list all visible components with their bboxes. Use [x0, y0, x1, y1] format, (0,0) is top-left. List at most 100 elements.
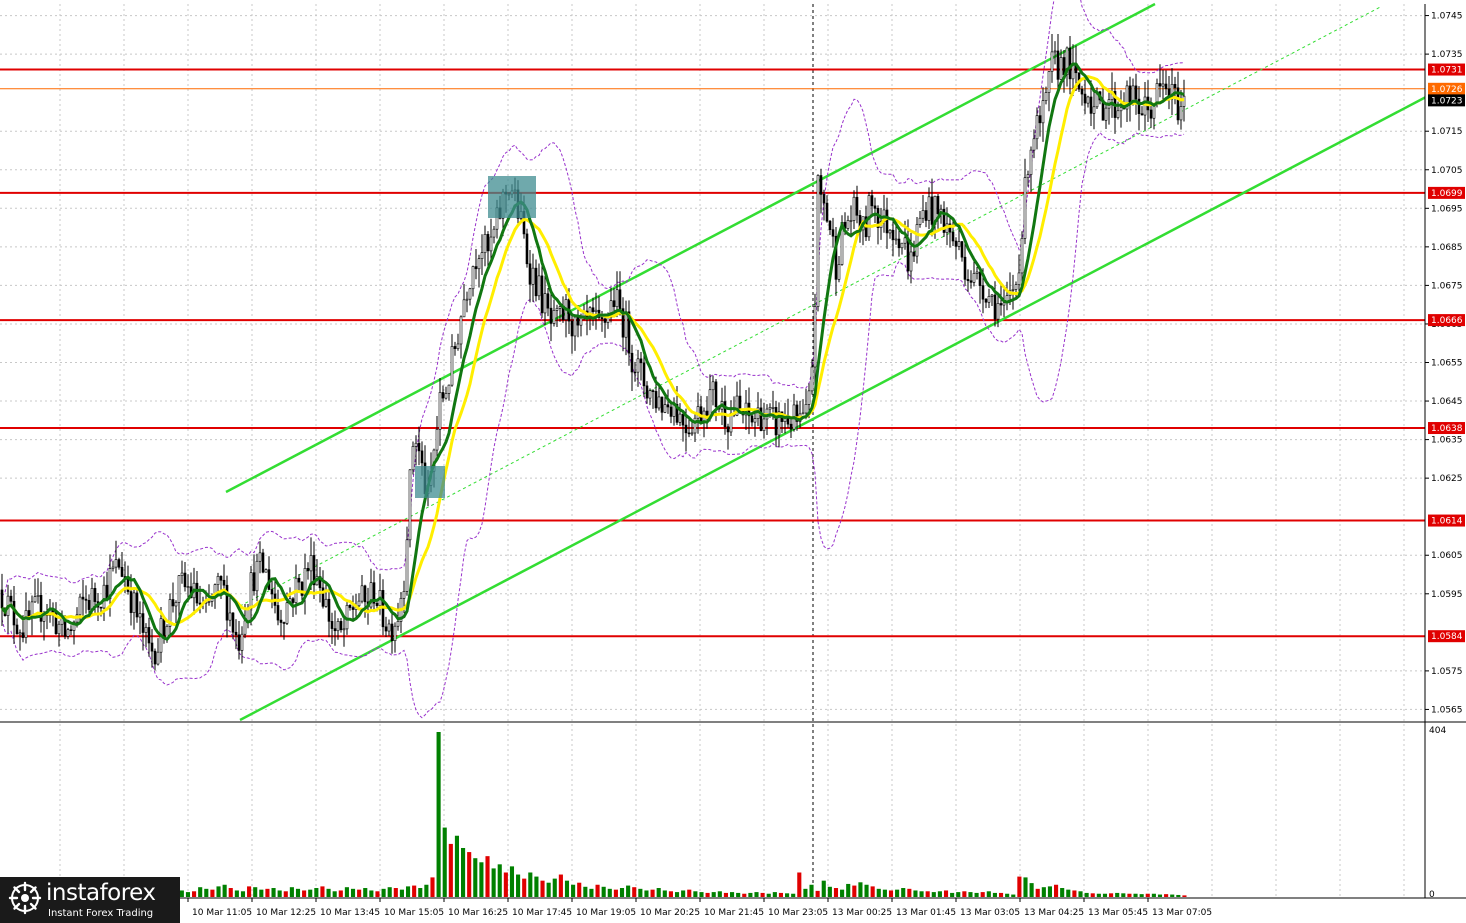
time-tick-label: 10 Mar 17:45 [512, 908, 572, 918]
volume-bar [253, 887, 258, 897]
candle-body [1068, 47, 1072, 80]
time-tick-label: 10 Mar 11:05 [192, 908, 252, 918]
time-tick-label: 10 Mar 19:05 [576, 908, 636, 918]
candle-body [912, 251, 916, 257]
candle-body [9, 595, 13, 602]
volume-bar [595, 884, 600, 897]
volume-bar [607, 888, 612, 897]
time-tick-label: 13 Mar 01:45 [896, 908, 956, 918]
support-resistance-levels [0, 68, 1425, 638]
volume-bar [1121, 893, 1126, 897]
candle-body [375, 602, 379, 606]
volume-bar [571, 884, 576, 897]
candle-body [39, 595, 43, 622]
candle-body [633, 371, 637, 374]
volume-bar [833, 888, 839, 897]
candle-body [540, 275, 544, 314]
candle-body [1029, 149, 1033, 175]
time-tick-label: 10 Mar 21:45 [704, 908, 764, 918]
volume-bar [888, 890, 894, 897]
candle-body [444, 393, 448, 399]
volume-min-label: 0 [1429, 890, 1435, 900]
volume-bar [283, 891, 288, 897]
candle-body [1158, 83, 1162, 87]
candle-body [759, 407, 763, 431]
volume-bar [1133, 893, 1138, 897]
volume-bar [650, 889, 655, 897]
volume-bar [516, 874, 521, 897]
candle-body [387, 623, 391, 632]
candle-body [18, 632, 22, 635]
candle-body [972, 273, 976, 283]
candle-body [246, 608, 250, 622]
candle-body [102, 584, 106, 609]
volume-bar [1078, 891, 1083, 897]
candle-body [216, 576, 220, 585]
price-tick-label: 1.0735 [1431, 50, 1463, 60]
candle-body [828, 220, 832, 230]
candle-body [1047, 71, 1051, 93]
level-price-tag: 1.0731 [1428, 63, 1465, 76]
candle-body [249, 572, 253, 610]
volume-bar [302, 890, 307, 897]
volume-bar [387, 887, 392, 897]
candle-body [333, 628, 337, 632]
candle-body [915, 224, 919, 257]
candle-body [621, 308, 625, 338]
volume-bar [424, 884, 429, 897]
candle-body [642, 362, 646, 387]
volume-bar [950, 892, 955, 897]
bid-price-tag-text: 1.0726 [1431, 85, 1463, 95]
level-price-tag-box [1428, 514, 1465, 527]
volume-bar [638, 888, 643, 897]
volume-bar [277, 890, 282, 897]
candle-body [462, 299, 466, 318]
candle-body [15, 624, 19, 635]
candle-body [258, 552, 262, 562]
candle-body [618, 289, 622, 309]
candle-body [483, 234, 487, 254]
volume-bar [210, 889, 215, 897]
candle-body [645, 385, 649, 399]
brand-tagline: Instant Forex Trading [48, 908, 154, 919]
candle-body [1044, 92, 1048, 101]
candle-body [87, 600, 91, 610]
chart-grid [0, 4, 1425, 897]
time-tick-label: 13 Mar 04:25 [1024, 908, 1084, 918]
candle-body [219, 576, 223, 581]
candle-body [90, 588, 94, 610]
candle-body [237, 634, 241, 651]
volume-bar [1176, 894, 1181, 897]
volume-bar [1011, 894, 1016, 897]
candle-body [684, 424, 688, 434]
candle-body [846, 220, 850, 229]
volume-bar [1127, 893, 1132, 897]
candle-body [228, 612, 232, 621]
candle-body [681, 413, 685, 426]
volume-bar [1182, 895, 1187, 897]
volume-bar [528, 872, 533, 897]
candle-body [579, 317, 583, 326]
volume-bar [870, 886, 875, 897]
level-price-tag-text: 1.0731 [1431, 66, 1463, 76]
candle-body [774, 407, 778, 436]
chart-axes [0, 4, 1466, 899]
candle-body [678, 413, 682, 423]
candle-body [534, 267, 538, 297]
candle-body [363, 585, 367, 603]
volume-bar [454, 835, 460, 897]
volume-bar [332, 891, 337, 897]
candle-body [675, 404, 679, 423]
candle-body [891, 229, 895, 241]
candle-body [342, 628, 346, 631]
signal-markers [415, 176, 536, 498]
candle-body [924, 210, 928, 221]
volume-bar [509, 866, 515, 897]
candle-body [1059, 57, 1063, 80]
candle-body [552, 310, 556, 324]
candle-body [831, 229, 835, 237]
candle-body [834, 235, 838, 280]
volume-bar [1164, 894, 1169, 897]
volume-bar [363, 888, 368, 897]
volume-bar [778, 892, 784, 897]
